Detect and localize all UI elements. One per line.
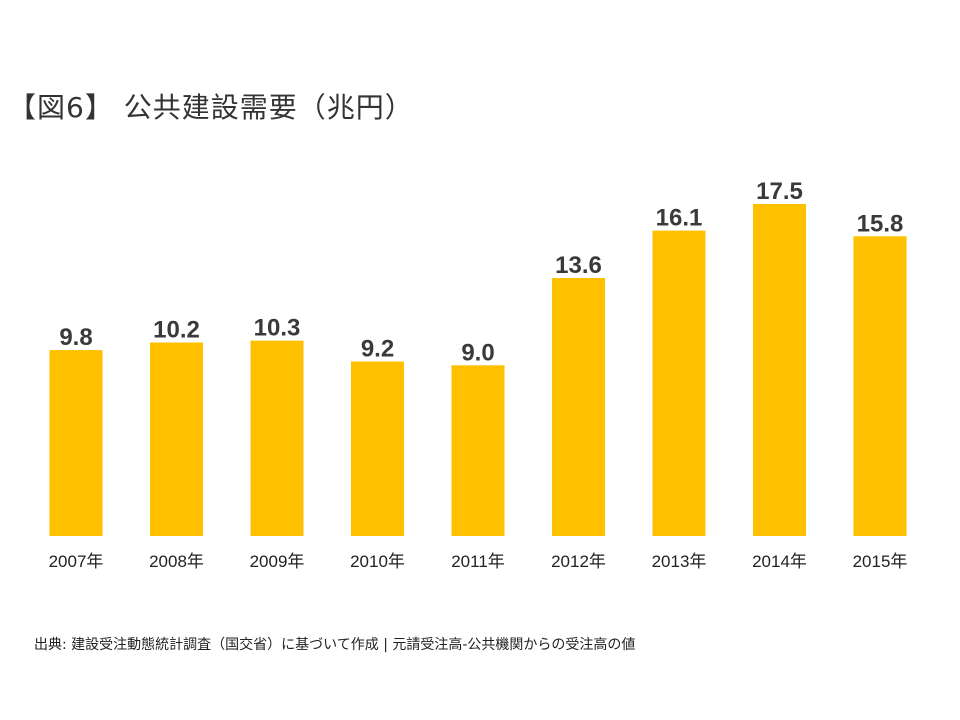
x-tick-label: 2014年: [752, 552, 807, 571]
x-tick-label: 2009年: [250, 552, 305, 571]
value-label: 10.3: [254, 315, 301, 342]
value-label: 16.1: [656, 205, 703, 232]
value-labels-layer: 9.8 10.2 10.3 9.2 9.0 13.6 16.1 17.5 15.8: [59, 178, 903, 366]
bar-2015年: [853, 236, 907, 537]
bar-2013年: [652, 230, 706, 536]
x-tick-labels-layer: 2007年 2008年 2009年 2010年 2011年 2012年 2013年 2014年…: [49, 552, 908, 571]
chart-title: 【図6】 公共建設需要（兆円）: [8, 91, 414, 124]
x-tick-label: 2011年: [451, 552, 505, 571]
bar-2008年: [150, 342, 203, 536]
bar-2009年: [250, 340, 304, 536]
value-label: 15.8: [857, 210, 904, 237]
x-tick-label: 2010年: [350, 552, 405, 571]
bar-2010年: [351, 361, 404, 536]
bar-2012年: [552, 278, 605, 536]
value-label: 10.2: [153, 317, 200, 344]
bar-2007年: [49, 350, 103, 536]
bar-2014年: [753, 204, 806, 536]
bar-2011年: [451, 365, 505, 536]
value-label: 13.6: [555, 252, 602, 279]
value-label: 9.2: [361, 336, 394, 363]
source-note: 出典: 建設受注動態統計調査（国交省）に基づいて作成 | 元請受注高-公共機関か…: [34, 637, 636, 653]
x-tick-label: 2012年: [551, 552, 606, 571]
x-tick-label: 2007年: [49, 552, 104, 571]
x-tick-label: 2015年: [853, 552, 908, 571]
value-label: 9.8: [59, 324, 92, 351]
value-label: 17.5: [756, 178, 803, 205]
bars-layer: [49, 204, 907, 537]
value-label: 9.0: [461, 339, 494, 366]
x-tick-label: 2008年: [149, 552, 204, 571]
x-tick-label: 2013年: [652, 552, 707, 571]
